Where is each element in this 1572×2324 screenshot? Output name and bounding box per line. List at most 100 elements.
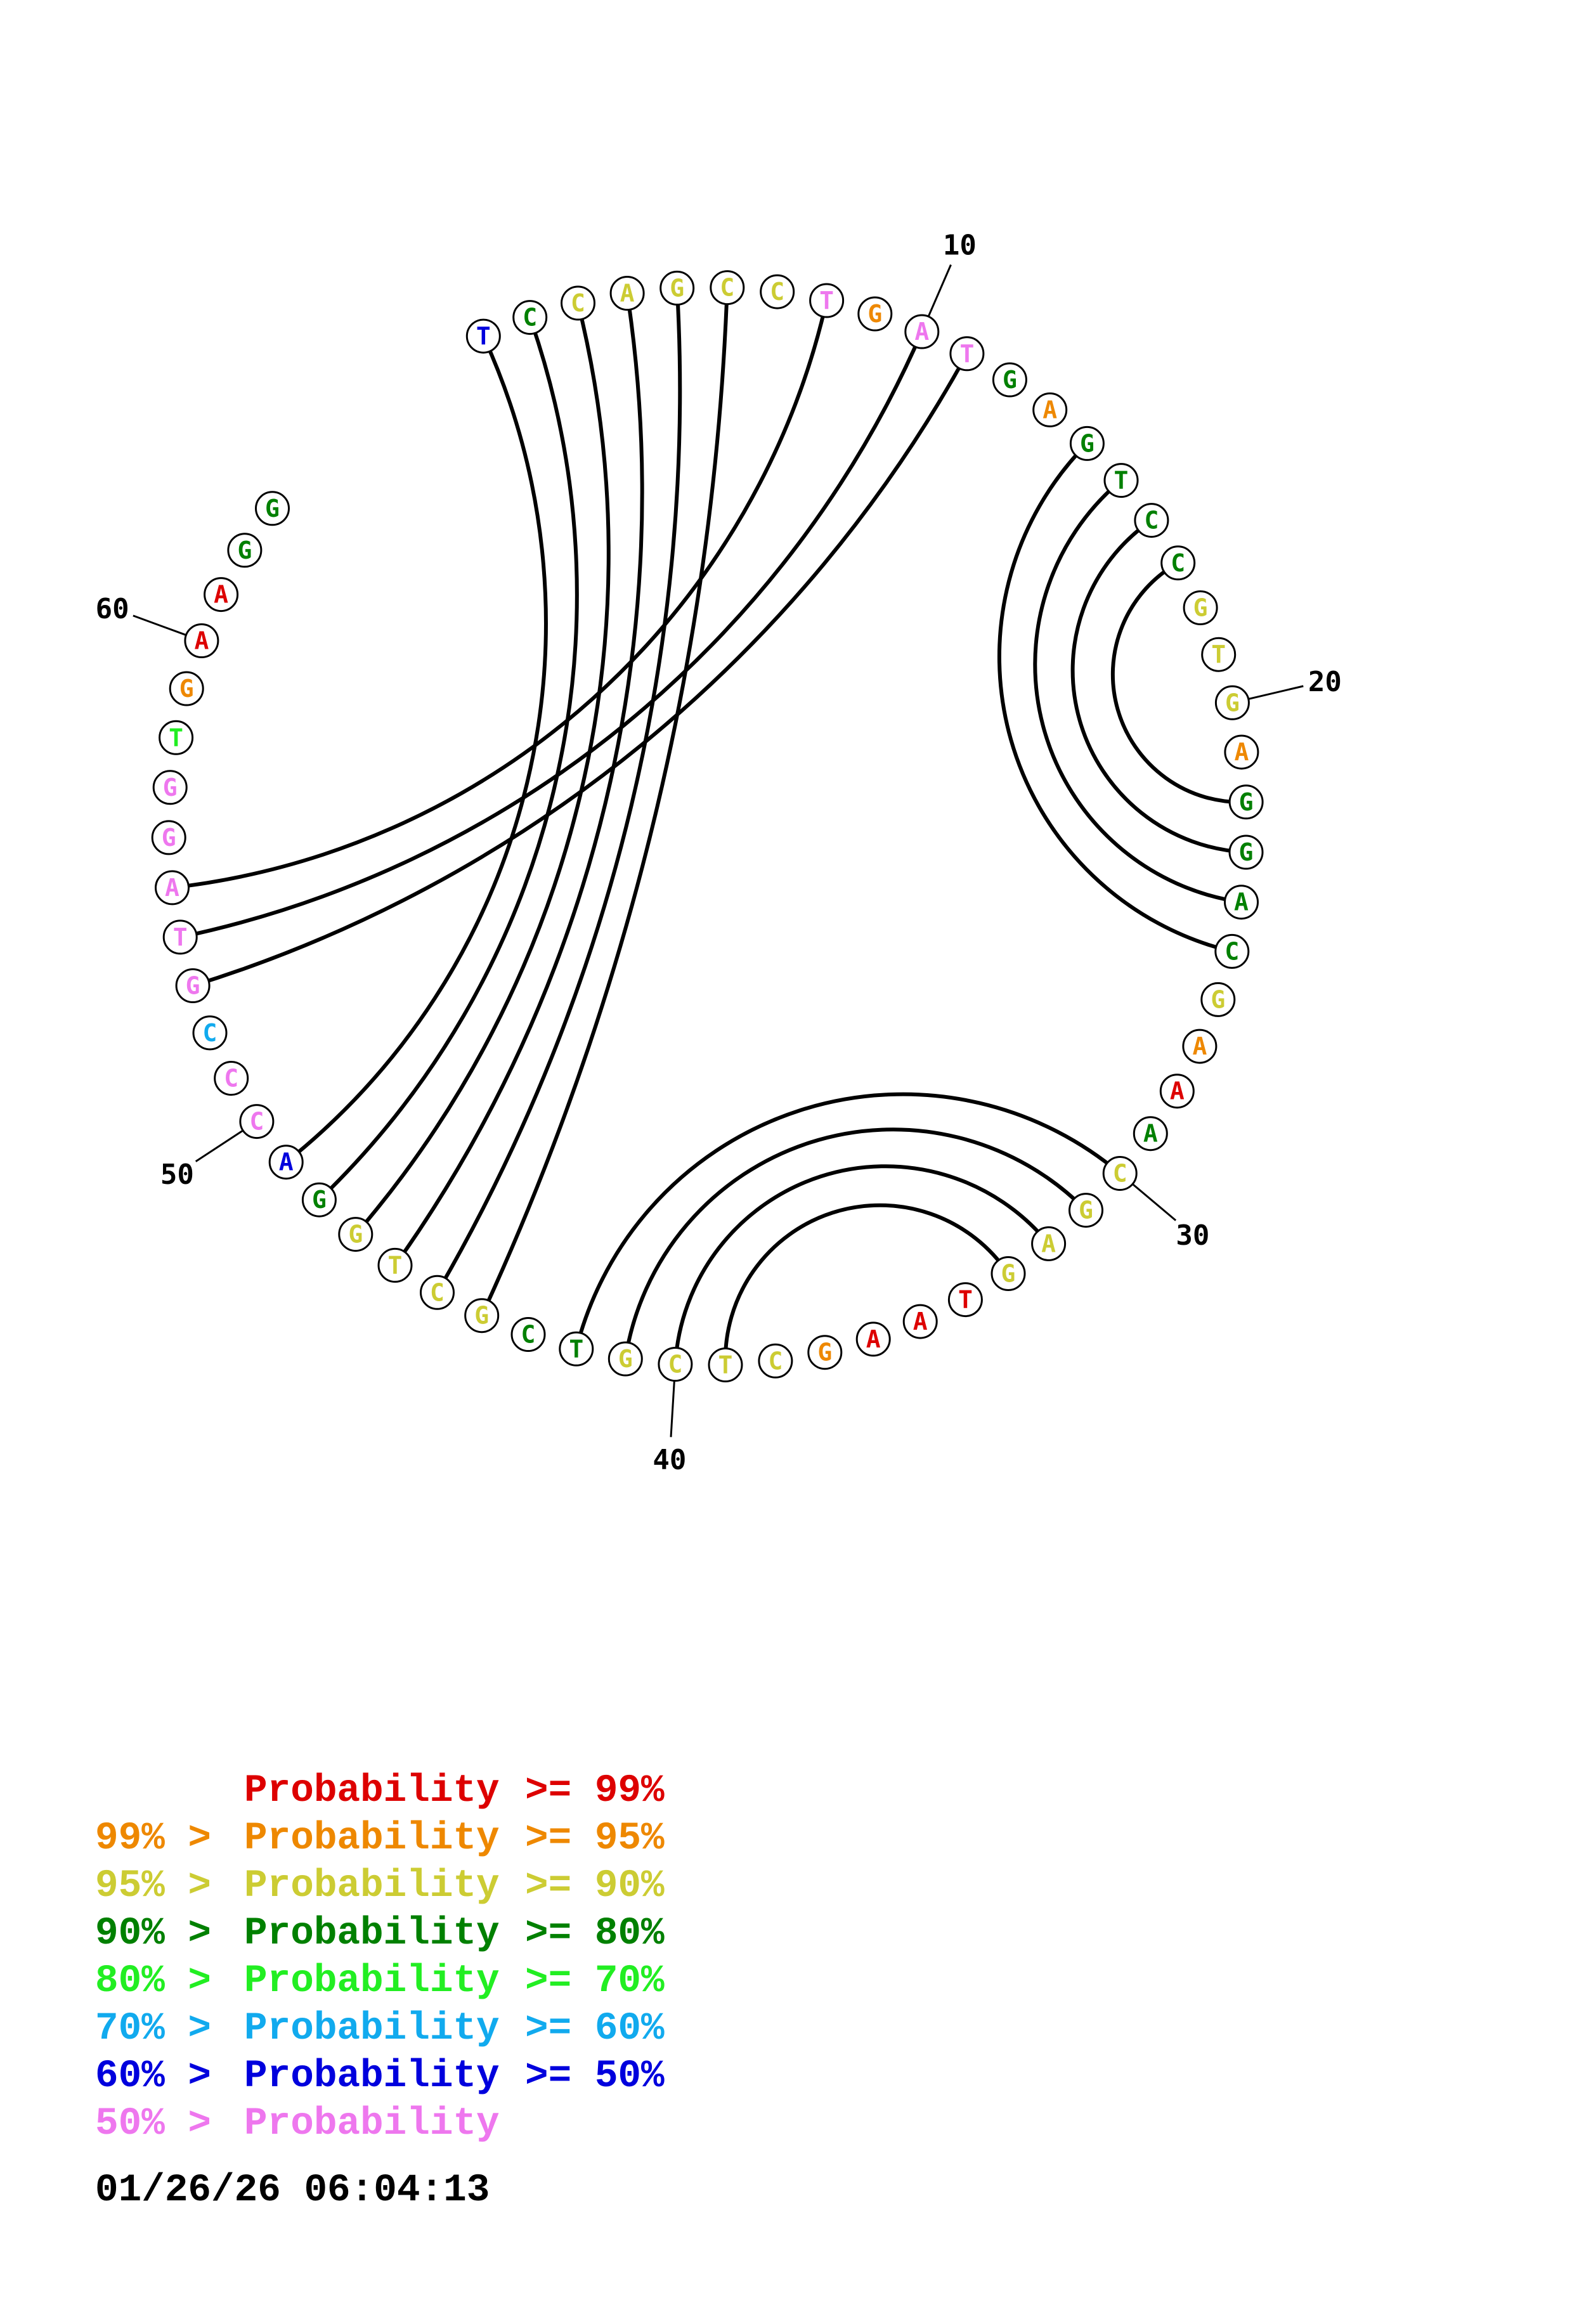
nucleotide-letter: G — [474, 1302, 489, 1330]
nucleotide-circle — [464, 1298, 500, 1334]
nucleotide-circle — [659, 270, 695, 306]
nucleotide-letter: A — [1143, 1120, 1158, 1148]
nucleotide: G — [227, 533, 263, 568]
nucleotide-letter: T — [569, 1335, 583, 1363]
nucleotide-letter: G — [162, 824, 176, 852]
nucleotide-letter: G — [817, 1339, 832, 1366]
nucleotide-circle — [159, 720, 194, 755]
nucleotide: G — [1214, 685, 1250, 720]
nucleotide: G — [1183, 590, 1218, 625]
nucleotide: C — [192, 1015, 228, 1051]
legend-threshold: >= 50% — [525, 2055, 665, 2098]
base-pair-arc — [393, 293, 644, 1267]
legend-row: 80% > Probability >= 70% — [95, 1959, 665, 2004]
nucleotide-circle — [902, 1304, 938, 1339]
nucleotide: G — [857, 296, 893, 332]
nucleotide-letter: C — [249, 1108, 264, 1136]
nucleotide-letter: A — [1043, 396, 1057, 424]
nucleotide-circle — [1031, 1226, 1067, 1261]
base-pair-arc — [435, 288, 682, 1294]
legend-threshold: >= 60% — [525, 2007, 665, 2051]
legend-threshold: >= 70% — [525, 1959, 665, 2003]
nucleotide: A — [1159, 1074, 1195, 1109]
nucleotide-letter: A — [620, 280, 635, 308]
nucleotide-letter: C — [571, 289, 585, 317]
nucleotide-letter: G — [618, 1345, 633, 1373]
nucleotide: A — [609, 276, 645, 311]
nucleotide-letter: G — [265, 495, 280, 523]
position-tick — [195, 1129, 245, 1162]
base-pair-arc — [318, 316, 579, 1202]
nucleotide: T — [949, 336, 985, 372]
nucleotide-circle — [992, 362, 1027, 398]
nucleotide: G — [169, 671, 204, 706]
position-tick — [926, 264, 952, 318]
nucleotide-circle — [1200, 982, 1236, 1017]
nucleotide-letter: G — [1080, 429, 1095, 457]
nucleotide: T — [559, 1331, 594, 1366]
nucleotide-circle — [607, 1341, 643, 1377]
nucleotide-letter: C — [224, 1065, 238, 1093]
nucleotide-circle — [1069, 1193, 1103, 1228]
nucleotide: G — [1228, 784, 1264, 820]
legend-threshold: >= 80% — [525, 1912, 665, 1956]
nucleotide: A — [855, 1321, 891, 1357]
nucleotide-circle — [268, 1145, 304, 1180]
nucleotide-letter: T — [173, 923, 188, 951]
base-pair-arcs — [172, 287, 1247, 1365]
nucleotide-circle — [1214, 685, 1250, 720]
nucleotide: C — [510, 1317, 546, 1352]
nucleotide-letter: T — [1114, 467, 1129, 495]
nucleotide-letter: G — [1193, 594, 1208, 622]
nucleotide-circle — [1224, 885, 1259, 920]
nucleotide-circle — [175, 968, 211, 1003]
nucleotide-letter: A — [1041, 1230, 1056, 1257]
nucleotide-circle — [947, 1282, 983, 1318]
nucleotide: A — [268, 1145, 304, 1180]
nucleotide-circle — [561, 285, 595, 321]
nucleotide-letter: G — [867, 300, 882, 328]
nucleotide-letter: C — [1224, 937, 1239, 965]
nucleotide: G — [607, 1341, 643, 1377]
nucleotide-letter: A — [279, 1148, 294, 1176]
legend-label: Probability — [244, 2055, 500, 2098]
nucleotide: G — [338, 1217, 374, 1252]
legend-prefix: 50% > — [95, 2102, 212, 2146]
nucleotide-circle — [1228, 784, 1264, 820]
nucleotide: A — [1182, 1029, 1218, 1064]
nucleotide-circle — [338, 1217, 374, 1252]
nucleotide: G — [1200, 982, 1236, 1017]
legend-threshold: >= 90% — [525, 1864, 665, 1908]
position-tick — [1131, 1182, 1177, 1221]
nucleotide: G — [175, 968, 211, 1003]
nucleotide: G — [992, 362, 1027, 398]
legend-prefix: 99% > — [95, 1817, 212, 1860]
nucleotide-letter: A — [1170, 1077, 1185, 1105]
nucleotide: C — [420, 1275, 455, 1310]
position-label: 20 — [1308, 666, 1342, 698]
nucleotide: A — [1032, 392, 1068, 427]
nucleotide-letter: T — [959, 340, 974, 368]
nucleotide-letter: G — [348, 1221, 363, 1249]
nucleotide-letter: T — [958, 1286, 973, 1314]
nucleotide: C — [658, 1347, 693, 1382]
base-pair-arc — [192, 353, 969, 988]
nucleotide-circle — [151, 820, 186, 855]
nucleotide-letter: A — [866, 1325, 881, 1353]
position-label: 50 — [160, 1159, 194, 1191]
nucleotide-circle — [855, 1321, 891, 1357]
nucleotide-circle — [192, 1015, 228, 1051]
legend-label: Probability — [244, 1769, 500, 1813]
nucleotide-letter: G — [670, 274, 684, 302]
legend-prefix: 90% > — [95, 1912, 212, 1956]
nucleotide: A — [1224, 885, 1259, 920]
nucleotide-circle — [184, 623, 219, 658]
position-tick — [1247, 685, 1304, 701]
nucleotide-letter: G — [186, 972, 200, 1000]
nucleotide-circle — [1214, 933, 1250, 969]
base-pair-arc — [479, 287, 729, 1316]
nucleotide-letter: G — [179, 675, 194, 703]
base-pair-arc — [172, 300, 829, 890]
position-label: 60 — [96, 593, 129, 625]
nucleotide-letter: G — [237, 536, 252, 564]
